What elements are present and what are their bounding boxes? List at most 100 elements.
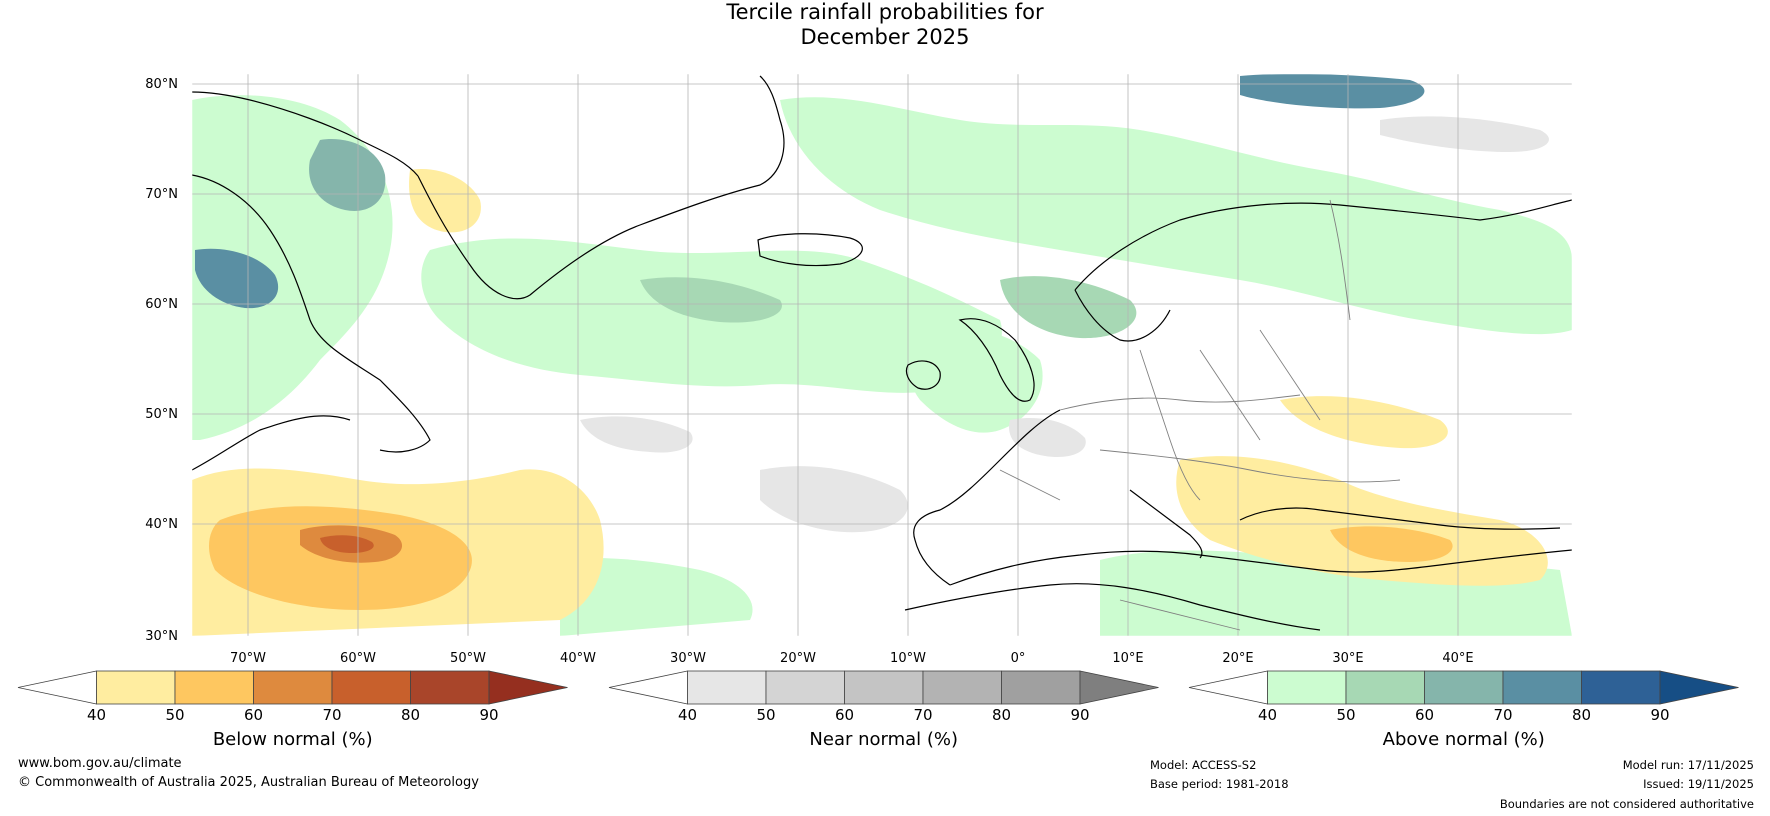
above-normal-core-labrador xyxy=(195,248,279,309)
disclaimer-text: Boundaries are not considered authoritat… xyxy=(1499,797,1754,811)
latitude-labels: 80°N 70°N 60°N 50°N 40°N 30°N xyxy=(145,77,178,644)
lat-label: 30°N xyxy=(145,629,178,644)
coast-greenland xyxy=(417,75,785,300)
colorbar-cell xyxy=(1581,670,1661,705)
lat-label: 40°N xyxy=(145,517,178,532)
colorbar-tick-label: 90 xyxy=(479,706,498,724)
lon-label: 10°W xyxy=(890,651,926,666)
coastlines xyxy=(192,75,1572,631)
coast-scandinavia xyxy=(1074,199,1572,291)
colorbar-high-extend xyxy=(1079,670,1159,705)
colorbar-1: 40 50 60 70 80 90 Below normal (%) xyxy=(17,670,568,750)
colorbar-tick-label: 60 xyxy=(835,706,854,724)
coast-baffin-labrador xyxy=(192,174,431,453)
below-normal-core-turkey xyxy=(1330,526,1453,562)
colorbar-cell xyxy=(1267,670,1347,705)
colorbar-cell xyxy=(844,670,924,705)
colorbar-tick-label: 80 xyxy=(992,706,1011,724)
colorbar-cell xyxy=(1001,670,1081,705)
colorbar-tick-label: 70 xyxy=(322,706,341,724)
lon-label: 60°W xyxy=(340,651,376,666)
title-line-2: December 2025 xyxy=(800,25,970,49)
near-normal-area-france xyxy=(1009,418,1086,458)
colorbar-cell xyxy=(174,670,254,705)
colorbar-high-extend xyxy=(488,670,568,705)
colorbar-cell xyxy=(687,670,767,705)
near-normal-area-central xyxy=(580,416,693,453)
colorbar-cell xyxy=(1424,670,1504,705)
above-normal-core-baffin xyxy=(309,139,386,211)
lat-label: 70°N xyxy=(145,187,178,202)
colorbar-legends: 40 50 60 70 80 90 Below normal (%) 40 50 60 70 80 90… xyxy=(17,670,1739,750)
lon-label: 0° xyxy=(1011,651,1026,666)
coast-europe-west xyxy=(913,409,1061,586)
colorbar-tick-label: 70 xyxy=(913,706,932,724)
lon-label: 10°E xyxy=(1112,651,1143,666)
lon-label: 40°E xyxy=(1442,651,1473,666)
coast-greece-turkey xyxy=(1239,507,1561,530)
near-normal-area-atlantic xyxy=(760,466,908,533)
colorbar-tick-label: 60 xyxy=(244,706,263,724)
above-normal-core-atlantic xyxy=(640,277,782,323)
colorbar-label: Above normal (%) xyxy=(1383,729,1545,750)
title-line-1: Tercile rainfall probabilities for xyxy=(726,0,1044,24)
coast-greenland-west xyxy=(192,91,419,177)
colorbar-2: 40 50 60 70 80 90 Near normal (%) xyxy=(608,670,1159,750)
colorbar-low-extend xyxy=(608,670,688,705)
colorbar-tick-label: 40 xyxy=(678,706,697,724)
base-period-text: Base period: 1981-2018 xyxy=(1150,777,1289,791)
coast-norway-south xyxy=(1074,289,1171,342)
lon-label: 30°E xyxy=(1332,651,1363,666)
coast-iceland xyxy=(757,233,863,267)
lon-label: 50°W xyxy=(450,651,486,666)
lon-label: 30°W xyxy=(670,651,706,666)
colorbar-cell xyxy=(1502,670,1582,705)
graticule xyxy=(192,74,1572,636)
colorbar-label: Near normal (%) xyxy=(809,729,958,750)
above-normal-area-ocean-south xyxy=(560,558,753,636)
colorbar-cell xyxy=(253,670,333,705)
colorbar-cell xyxy=(1345,670,1425,705)
probability-field xyxy=(192,74,1572,636)
coast-british-isles xyxy=(958,318,1035,402)
colorbar-low-extend xyxy=(17,670,97,705)
near-normal-area-arctic xyxy=(1380,116,1549,152)
colorbar-label: Below normal (%) xyxy=(213,729,373,750)
coast-italy xyxy=(1129,489,1203,559)
lon-label: 20°W xyxy=(780,651,816,666)
model-text: Model: ACCESS-S2 xyxy=(1150,758,1257,772)
colorbar-cell xyxy=(96,670,176,705)
lon-label: 70°W xyxy=(230,651,266,666)
colorbar-tick-label: 50 xyxy=(1336,706,1355,724)
colorbar-cell xyxy=(765,670,845,705)
copyright-text: © Commonwealth of Australia 2025, Austra… xyxy=(18,775,479,790)
above-normal-area-north xyxy=(780,97,1572,335)
issued-text: Issued: 19/11/2025 xyxy=(1643,777,1754,791)
colorbar-tick-label: 50 xyxy=(165,706,184,724)
borders xyxy=(999,199,1401,631)
lon-label: 40°W xyxy=(560,651,596,666)
colorbar-high-extend xyxy=(1659,670,1739,705)
below-normal-area-black-sea xyxy=(1280,396,1448,449)
lon-label: 20°E xyxy=(1222,651,1253,666)
colorbar-tick-label: 60 xyxy=(1415,706,1434,724)
colorbar-3: 40 50 60 70 80 90 Above normal (%) xyxy=(1188,670,1739,750)
coast-north-africa xyxy=(904,583,1321,631)
above-normal-core-svalbard xyxy=(1240,74,1425,109)
below-normal-core-greenland xyxy=(409,169,481,233)
colorbar-cell xyxy=(922,670,1002,705)
colorbar-tick-label: 80 xyxy=(401,706,420,724)
colorbar-tick-label: 90 xyxy=(1070,706,1089,724)
model-run-text: Model run: 17/11/2025 xyxy=(1622,758,1754,772)
colorbar-cell xyxy=(331,670,411,705)
colorbar-tick-label: 70 xyxy=(1493,706,1512,724)
below-normal-core-atlantic-darkest xyxy=(320,535,374,553)
lat-label: 80°N xyxy=(145,77,178,92)
lat-label: 50°N xyxy=(145,407,178,422)
above-normal-area-europe xyxy=(904,326,1043,433)
colorbar-low-extend xyxy=(1188,670,1268,705)
colorbar-tick-label: 90 xyxy=(1650,706,1669,724)
website-text: www.bom.gov.au/climate xyxy=(18,756,182,771)
above-normal-core-scandinavia xyxy=(1000,276,1137,339)
